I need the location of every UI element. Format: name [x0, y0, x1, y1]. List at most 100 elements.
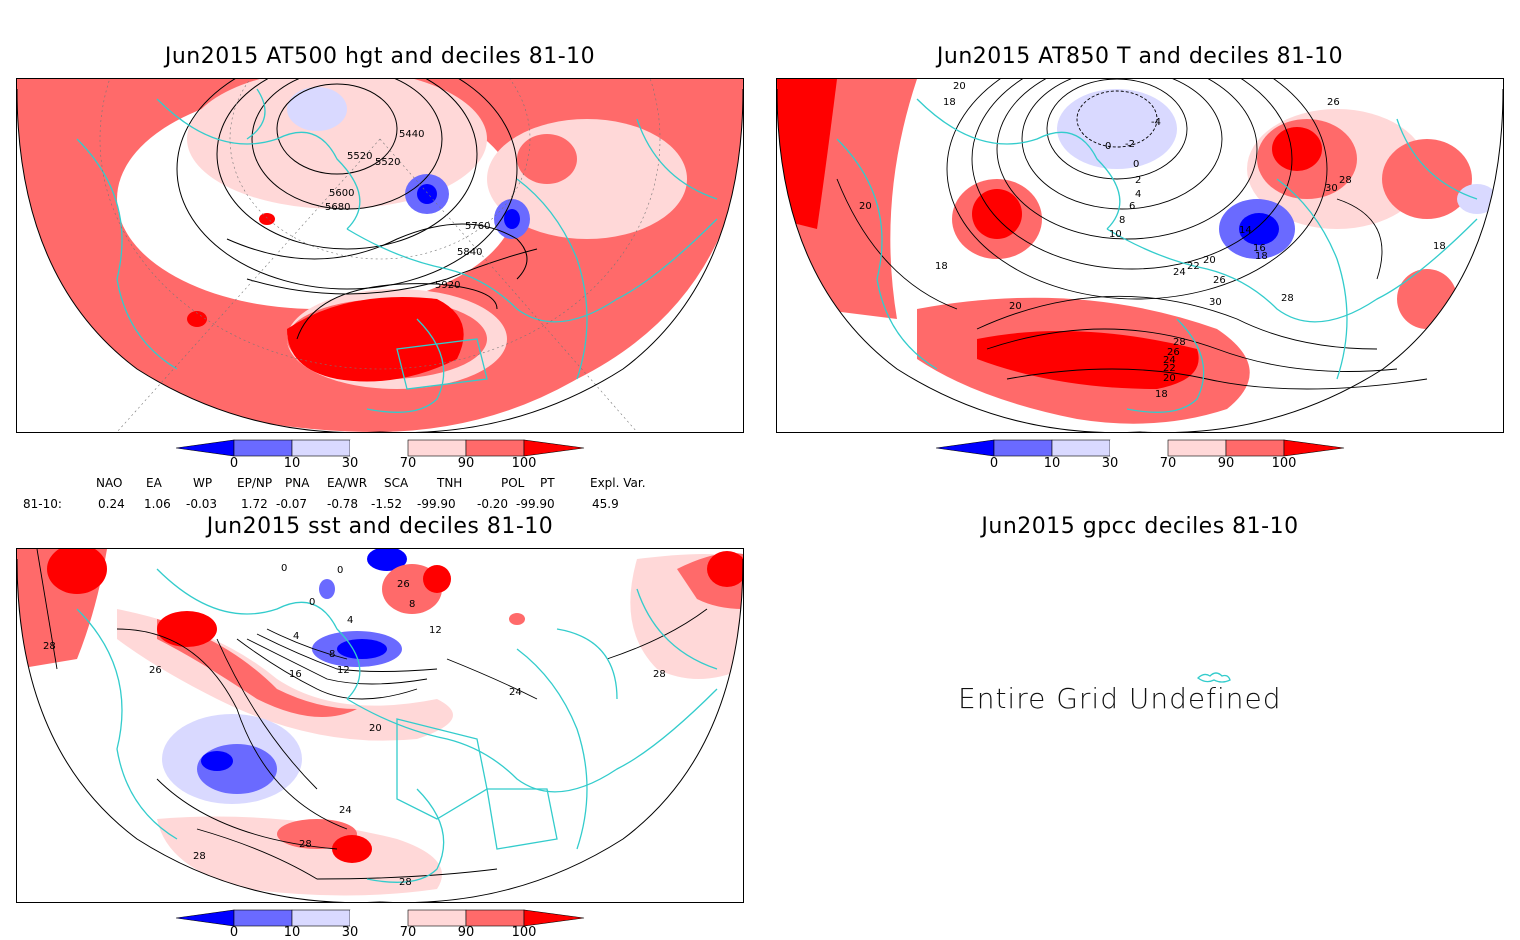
tick-label: 70 — [399, 925, 417, 940]
contour-label: 24 — [339, 805, 352, 816]
contour-label: -2 — [1125, 139, 1135, 150]
contour-label: 22 — [1163, 363, 1176, 374]
contour-label: 18 — [935, 261, 948, 272]
teleconn-header: EA — [146, 476, 162, 490]
teleconn-header: PT — [540, 476, 555, 490]
tick-label: 70 — [399, 456, 417, 471]
contour-label: 28 — [1281, 293, 1294, 304]
teleconn-value: 0.24 — [98, 497, 125, 511]
colorbar-swatch-light-blue — [291, 439, 351, 457]
contour-label: 24 — [509, 687, 522, 698]
contour-label: 5440 — [399, 129, 424, 140]
contour-label: 12 — [429, 625, 442, 636]
contour-label: 5760 — [465, 221, 490, 232]
contour-label: 0 — [281, 563, 287, 574]
contour-label: 16 — [1253, 243, 1266, 254]
colorbar-sst — [175, 909, 586, 931]
contour-label: 30 — [1209, 297, 1222, 308]
tick-label: 30 — [1101, 456, 1119, 471]
teleconn-value: 1.06 — [144, 497, 171, 511]
teleconn-value: 1.72 — [241, 497, 268, 511]
teleconn-header: POL — [501, 476, 525, 490]
contour-label: 12 — [337, 665, 350, 676]
contour-label: 5520 — [347, 151, 372, 162]
gpcc-undefined-message: Entire Grid Undefined — [958, 682, 1282, 715]
panel-title-sst: Jun2015 sst and deciles 81-10 — [206, 514, 554, 539]
map-panel-sst: 0 0 0 4 4 8 8 12 12 16 20 24 24 26 28 28… — [16, 548, 744, 903]
contour-label: 28 — [399, 877, 412, 888]
contour-label: 0 — [309, 597, 315, 608]
panel-title-t850: Jun2015 AT850 T and deciles 81-10 — [936, 44, 1344, 69]
contour-label: 28 — [1173, 337, 1186, 348]
tick-label: 10 — [283, 456, 301, 471]
contour-label: 8 — [329, 649, 335, 660]
teleconn-header: WP — [193, 476, 213, 490]
teleconn-value: -0.03 — [186, 497, 218, 511]
colorbar-labels-hgt: 0 10 30 70 90 100 — [176, 456, 586, 472]
contour-label: 26 — [1167, 347, 1180, 358]
contour-label: 8 — [1119, 215, 1125, 226]
contour-label: 18 — [1155, 389, 1168, 400]
teleconn-value: 45.9 — [592, 497, 619, 511]
tick-label: 0 — [229, 925, 239, 940]
contour-label: 22 — [1187, 261, 1200, 272]
contour-label: 20 — [859, 201, 872, 212]
tick-label: 10 — [1043, 456, 1061, 471]
tick-label: 100 — [1271, 456, 1297, 471]
contour-label: 5840 — [457, 247, 482, 258]
colorbar-swatch-mid-red — [465, 439, 525, 457]
contour-label: 0 — [1105, 141, 1111, 152]
contour-label: 28 — [193, 851, 206, 862]
colorbar-swatch-white — [350, 440, 408, 456]
tick-label: 90 — [457, 456, 475, 471]
tick-label: 0 — [229, 456, 239, 471]
contour-label: 28 — [1339, 175, 1352, 186]
contour-label: 5920 — [435, 280, 460, 291]
colorbar-t850 — [935, 439, 1346, 461]
contour-label: 14 — [1239, 225, 1252, 236]
teleconn-header: EP/NP — [237, 476, 273, 490]
colorbar-swatch-mid-blue — [233, 439, 293, 457]
teleconn-header: EA/WR — [327, 476, 368, 490]
contour-label: 18 — [1433, 241, 1446, 252]
contour-label: 28 — [43, 641, 56, 652]
tick-label: 30 — [341, 925, 359, 940]
contour-label: 8 — [409, 599, 415, 610]
contour-label: 6 — [1129, 201, 1135, 212]
tick-label: 30 — [341, 456, 359, 471]
contour-label: 5680 — [325, 202, 350, 213]
tick-label: 90 — [1217, 456, 1235, 471]
contour-label: 20 — [1203, 255, 1216, 266]
contour-label: 0 — [337, 565, 343, 576]
contour-label: 4 — [293, 631, 299, 642]
map-panel-hgt: 5440 5520 5520 5600 5680 5760 5840 5920 — [16, 78, 744, 433]
contour-label: 18 — [943, 97, 956, 108]
tick-label: 10 — [283, 925, 301, 940]
panel-title-gpcc: Jun2015 gpcc deciles 81-10 — [981, 514, 1299, 539]
contour-label: 26 — [397, 579, 410, 590]
colorbar-swatch-light-red — [407, 439, 467, 457]
contour-label: 24 — [1173, 267, 1186, 278]
colorbar-swatch-dark-red — [523, 439, 585, 457]
teleconn-header: PNA — [285, 476, 310, 490]
contour-label: 10 — [1109, 229, 1122, 240]
contour-label: 20 — [369, 723, 382, 734]
teleconn-header: Expl. Var. — [590, 476, 646, 490]
tick-label: 70 — [1159, 456, 1177, 471]
contour-label: 4 — [1135, 189, 1141, 200]
teleconn-value: -0.78 — [327, 497, 359, 511]
colorbar-swatch-dark-blue — [175, 439, 235, 457]
contour-label: 18 — [1255, 251, 1268, 262]
map-panel-t850: 20 18 0 -2 -4 0 2 4 6 8 10 14 16 18 20 2… — [776, 78, 1504, 433]
contour-label: 30 — [1325, 183, 1338, 194]
contour-label: 28 — [299, 839, 312, 850]
contour-label: 20 — [1009, 301, 1022, 312]
tick-label: 0 — [989, 456, 999, 471]
contour-label: 2 — [1135, 175, 1141, 186]
panel-title-hgt: Jun2015 AT500 hgt and deciles 81-10 — [164, 44, 596, 69]
teleconn-header: TNH — [437, 476, 463, 490]
colorbar-labels-t850: 0 10 30 70 90 100 — [936, 456, 1346, 472]
teleconn-header: NAO — [96, 476, 123, 490]
contour-label: 24 — [1163, 355, 1176, 366]
contour-label: 5520 — [375, 157, 400, 168]
